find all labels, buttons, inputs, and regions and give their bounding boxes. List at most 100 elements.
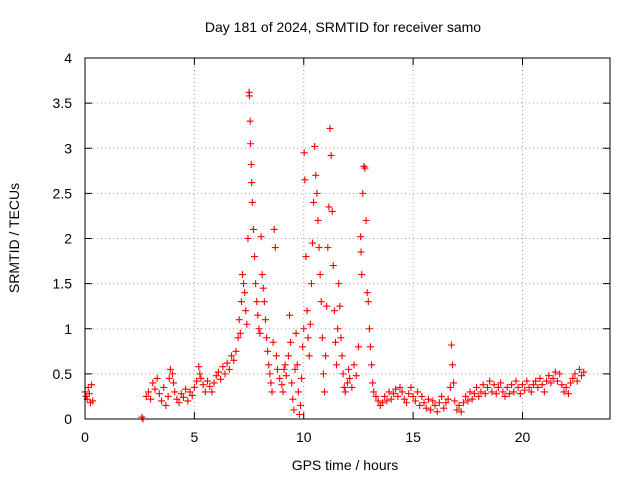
data-point <box>444 395 452 403</box>
x-tick-label: 5 <box>190 429 198 445</box>
x-tick-label: 15 <box>405 429 421 445</box>
data-point <box>272 352 280 360</box>
data-point <box>403 399 411 407</box>
data-point <box>271 244 279 252</box>
data-point <box>204 377 211 385</box>
data-point <box>186 388 194 396</box>
data-point <box>446 383 454 391</box>
data-point <box>259 284 267 292</box>
data-point <box>510 388 518 396</box>
data-point <box>538 381 546 389</box>
y-tick-label: 2.5 <box>53 185 73 201</box>
data-point <box>237 298 245 306</box>
data-point <box>251 253 259 261</box>
x-tick-label: 20 <box>515 429 531 445</box>
data-point <box>244 235 252 242</box>
data-point <box>315 244 323 252</box>
data-point <box>223 359 231 367</box>
data-point <box>327 151 335 159</box>
data-point <box>166 365 174 373</box>
data-point <box>197 374 205 382</box>
data-point <box>459 399 467 407</box>
data-point <box>571 370 579 378</box>
data-point <box>490 381 498 389</box>
data-point <box>431 401 439 409</box>
data-point <box>424 395 432 403</box>
x-tick-labels: 0 5 10 15 20 <box>81 429 530 445</box>
data-point <box>263 334 271 342</box>
data-point <box>295 410 303 418</box>
data-point <box>228 352 236 360</box>
data-point <box>149 379 157 387</box>
data-point <box>567 379 575 387</box>
data-point <box>442 399 450 407</box>
data-point <box>287 338 295 346</box>
data-point <box>525 383 533 391</box>
data-point <box>144 388 152 396</box>
data-point <box>258 271 266 279</box>
data-point <box>225 365 233 373</box>
data-point <box>322 352 330 360</box>
data-point <box>317 298 325 306</box>
data-point <box>462 392 470 400</box>
data-point <box>241 289 249 297</box>
y-axis-title: SRMTID / TECUs <box>6 183 22 293</box>
chart-title: Day 181 of 2024, SRMTID for receiver sam… <box>205 19 481 35</box>
data-point <box>179 393 187 401</box>
data-point <box>253 298 261 306</box>
data-point <box>240 280 248 288</box>
data-point <box>372 392 380 400</box>
data-point <box>339 370 347 378</box>
data-point <box>265 361 273 369</box>
data-point <box>389 390 397 398</box>
y-tick-label: 0.5 <box>53 366 73 382</box>
data-point <box>155 390 163 398</box>
data-point <box>257 233 265 241</box>
data-point <box>311 142 319 150</box>
data-point <box>499 388 507 396</box>
data-point <box>256 329 264 337</box>
data-point <box>266 370 274 378</box>
data-point <box>364 298 372 306</box>
data-point <box>481 390 489 398</box>
data-point <box>301 176 309 184</box>
data-point <box>365 325 373 333</box>
axis-ticks <box>84 57 610 420</box>
data-point <box>88 381 96 389</box>
data-point <box>497 379 505 387</box>
data-point <box>195 363 203 371</box>
data-point <box>305 352 313 360</box>
data-point <box>369 379 377 387</box>
data-point <box>300 325 308 333</box>
data-point <box>363 289 371 297</box>
data-point <box>503 383 511 391</box>
data-point <box>318 334 326 342</box>
data-point <box>184 397 192 405</box>
data-point <box>289 395 297 403</box>
data-point <box>196 370 204 378</box>
x-tick-label: 10 <box>296 429 312 445</box>
data-point <box>514 383 522 391</box>
data-point <box>420 399 428 407</box>
data-point <box>468 395 476 403</box>
data-point <box>260 298 268 306</box>
data-point <box>300 149 308 157</box>
data-point <box>396 383 404 391</box>
data-point <box>303 307 311 315</box>
data-point <box>534 383 542 391</box>
data-point <box>573 377 581 385</box>
data-point <box>350 361 358 369</box>
data-point <box>153 374 161 382</box>
data-point <box>89 397 97 405</box>
data-point <box>165 374 173 382</box>
data-point <box>521 386 529 394</box>
data-point <box>248 179 256 187</box>
data-point <box>558 381 566 389</box>
data-point <box>374 397 382 405</box>
data-point <box>345 365 353 373</box>
data-point <box>505 390 513 398</box>
data-point <box>334 325 342 333</box>
data-point <box>190 383 198 391</box>
data-point <box>464 397 472 405</box>
data-point <box>173 395 181 403</box>
